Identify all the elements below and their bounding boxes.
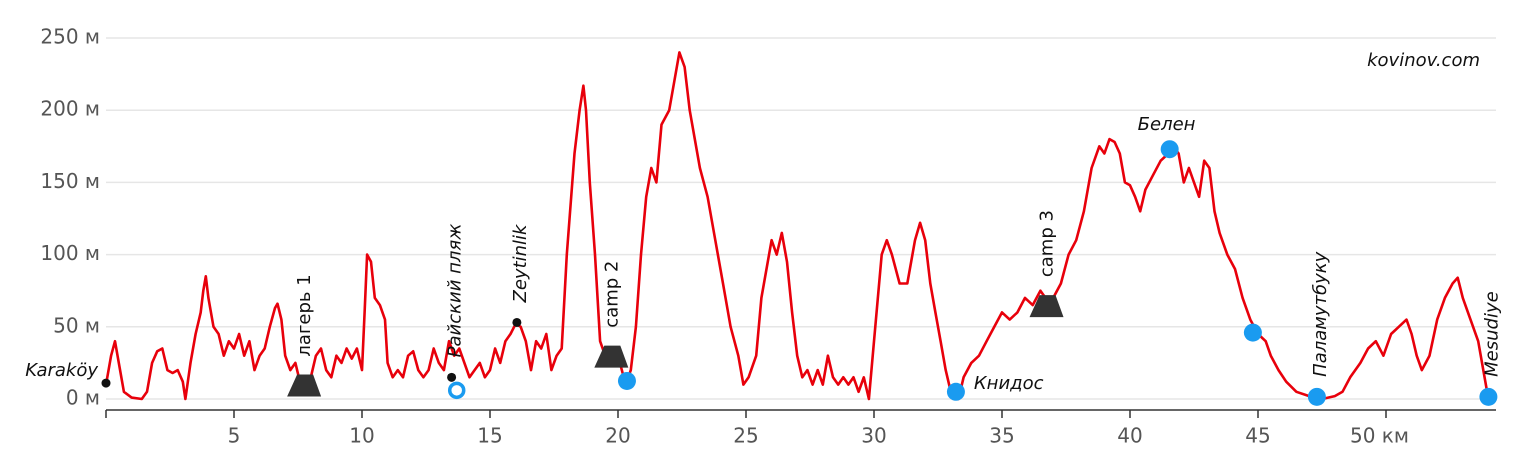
camp-tent	[594, 345, 629, 368]
waypoint-circle	[1479, 387, 1498, 406]
x-tick-label: 5	[228, 424, 241, 448]
y-tick-label: 200 м	[40, 97, 100, 121]
waypoint-label: Mesudiye	[1481, 291, 1502, 377]
x-tick-label: 15	[477, 424, 502, 448]
waypoint-dot	[512, 317, 522, 327]
y-tick-label: 0 м	[66, 386, 100, 410]
waypoint-dot	[101, 378, 111, 388]
y-tick-label: 100 м	[40, 241, 100, 265]
x-tick-label: 25	[733, 424, 758, 448]
x-tick-label: 40	[1117, 424, 1142, 448]
x-tick-label: 50 км	[1350, 424, 1409, 448]
x-tick-label: 20	[605, 424, 630, 448]
waypoint-label: camp 2	[601, 261, 622, 328]
waypoint-label: Karaköy	[25, 360, 98, 381]
waypoint-circle	[1243, 323, 1262, 342]
source: kovinov.com	[1367, 50, 1480, 71]
waypoint-dot	[447, 372, 457, 382]
waypoint-label: лагерь 1	[294, 274, 315, 356]
camp-tent	[1029, 295, 1064, 318]
waypoint-circle	[1160, 140, 1179, 159]
waypoint-circle	[946, 382, 965, 401]
waypoint-label: Книдос	[974, 373, 1044, 394]
camp-tent	[287, 374, 322, 397]
x-tick-label: 45	[1245, 424, 1270, 448]
waypoint-circle	[1307, 387, 1326, 406]
waypoint-label: Паламутбуку	[1310, 251, 1331, 376]
y-tick-label: 50 м	[53, 313, 100, 337]
x-tick-label: 30	[861, 424, 886, 448]
y-tick-label: 250 м	[40, 25, 100, 49]
waypoint-circle	[617, 371, 636, 390]
x-tick-label: 10	[349, 424, 374, 448]
waypoint-hollow	[447, 381, 466, 400]
waypoint-label: Белен	[1138, 114, 1196, 135]
y-tick-label: 150 м	[40, 169, 100, 193]
waypoint-label: Райский пляж	[445, 223, 466, 358]
waypoint-label: Zeytinlik	[510, 223, 531, 304]
x-tick-label: 35	[989, 424, 1014, 448]
waypoint-label: camp 3	[1037, 210, 1058, 277]
